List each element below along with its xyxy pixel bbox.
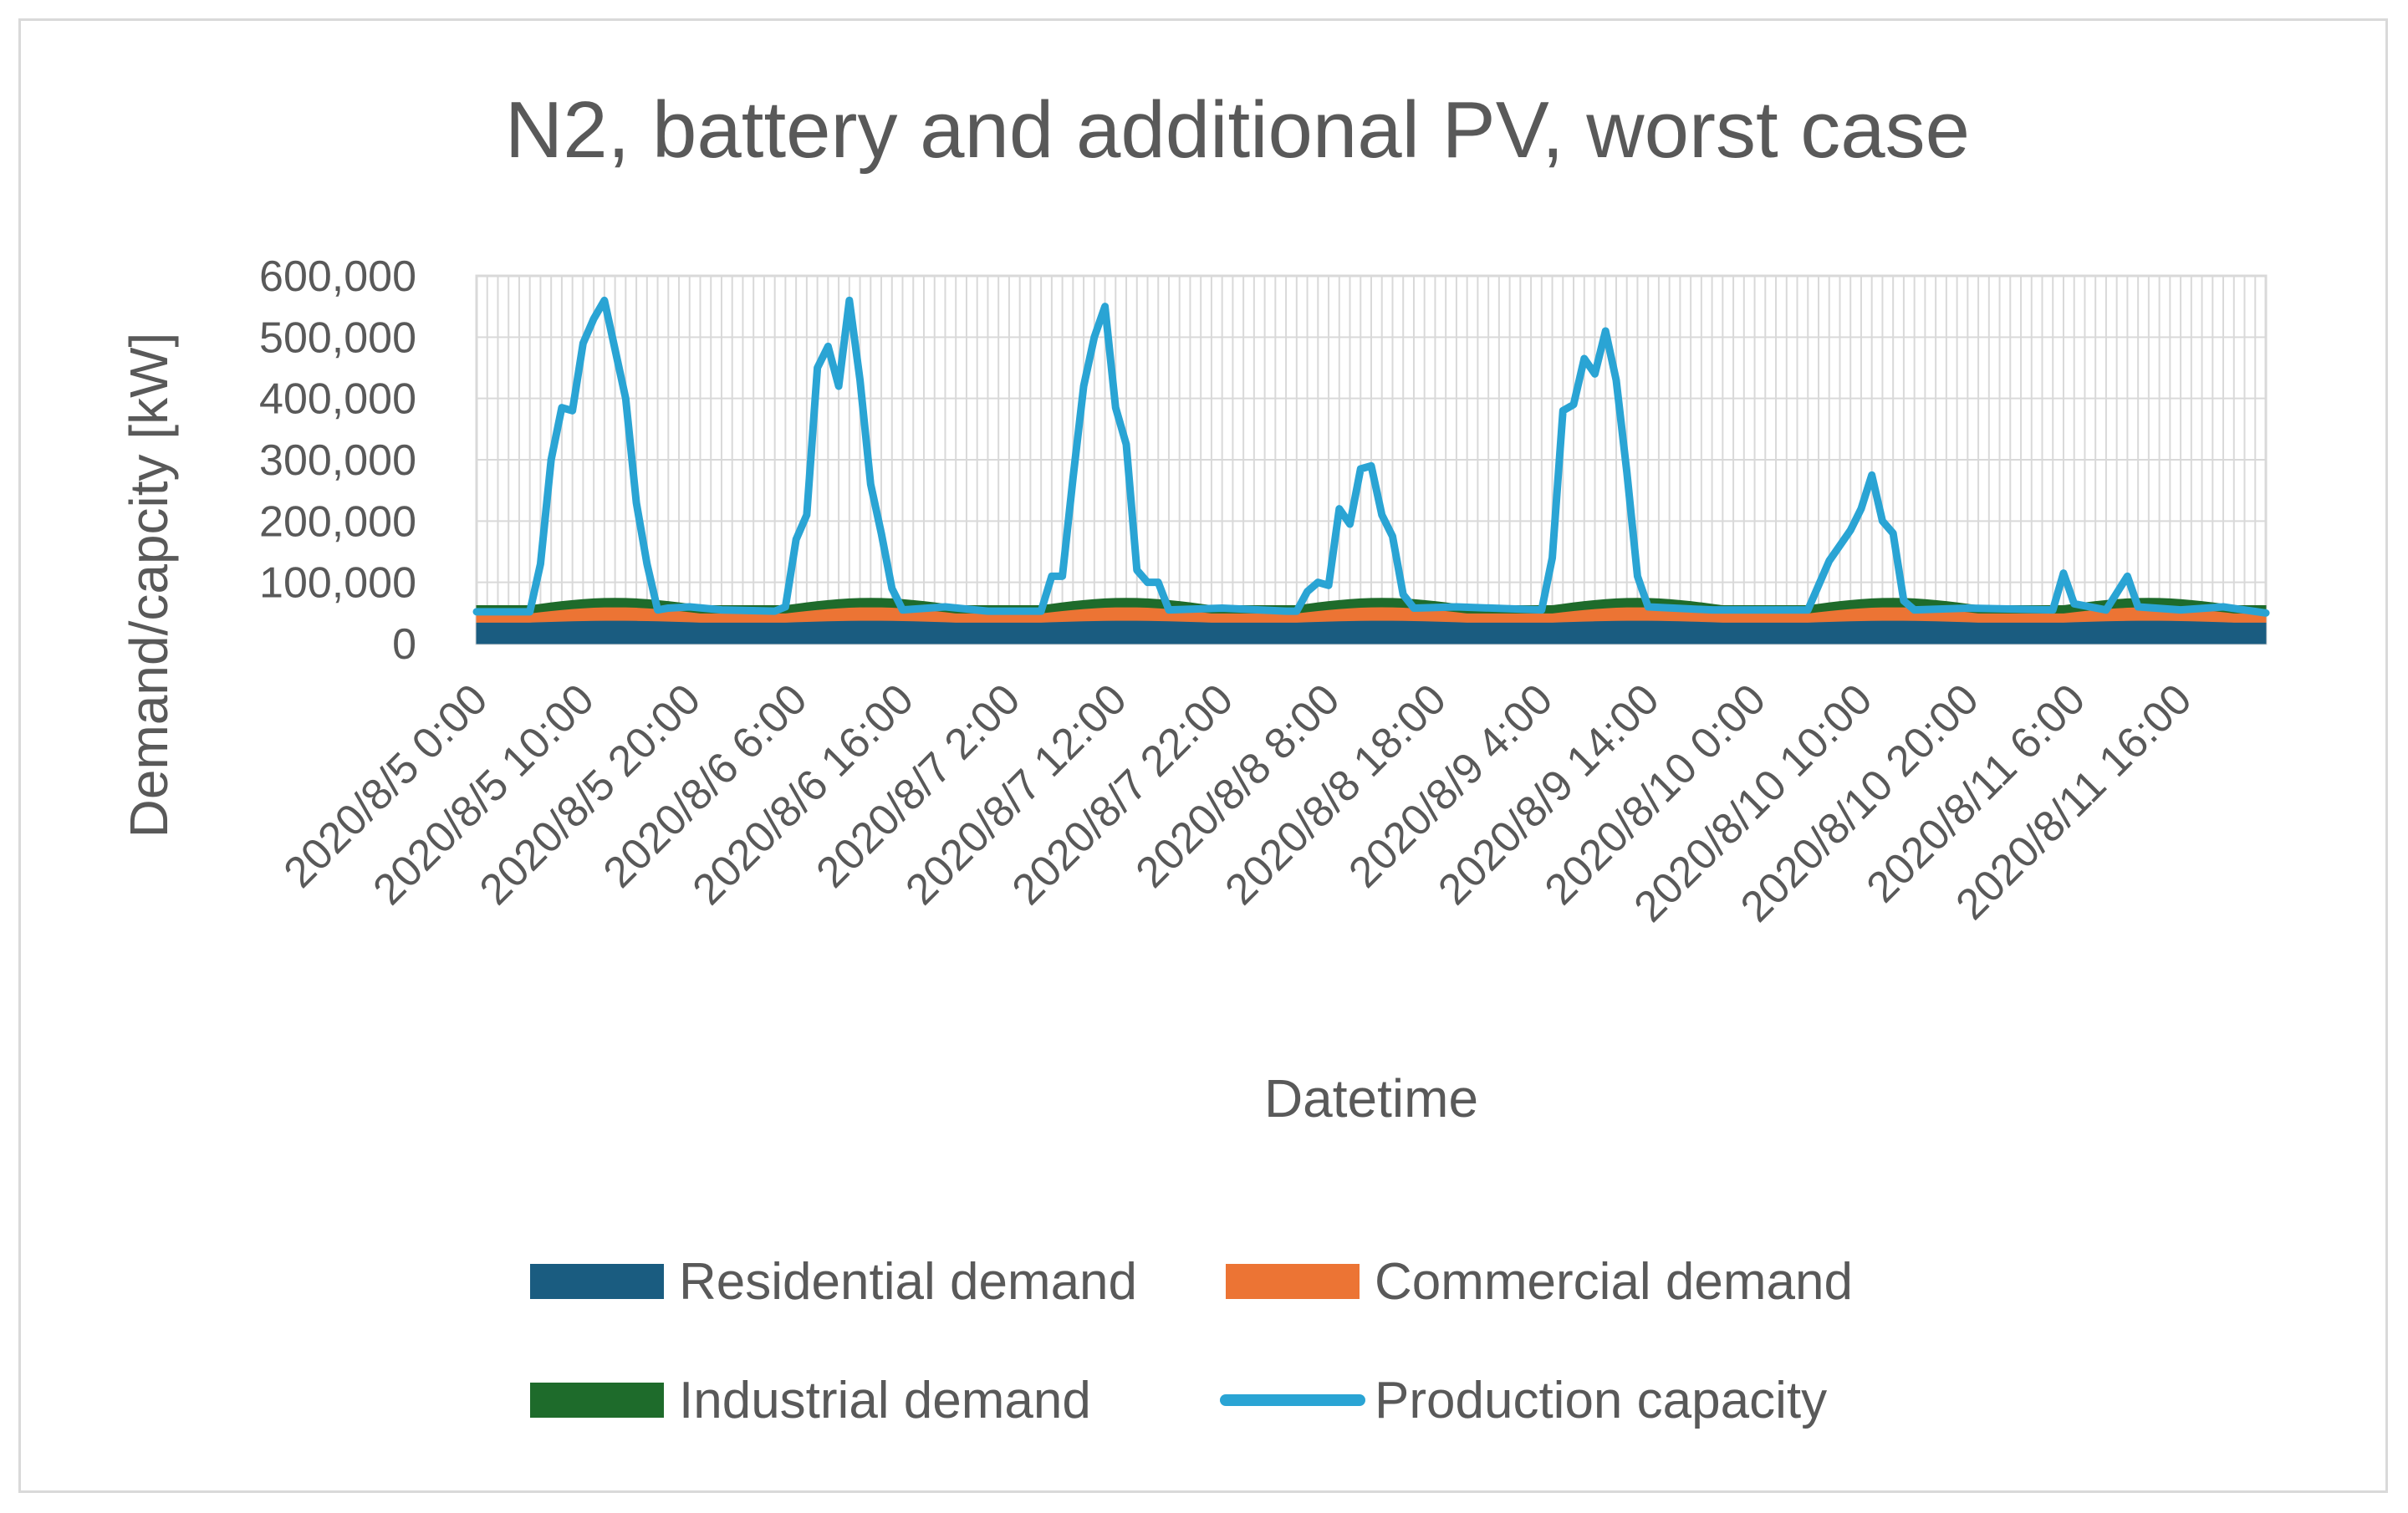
chart-frame xyxy=(18,18,2388,1493)
legend-label-production: Production capacity xyxy=(1375,1372,1827,1429)
y-tick-label: 200,000 xyxy=(259,497,416,546)
legend-swatch-residential xyxy=(530,1264,664,1299)
legend-item-production: Production capacity xyxy=(1220,1372,1827,1429)
line-production-capacity xyxy=(472,296,2270,617)
gridlines xyxy=(475,274,2268,645)
x-axis-title: Datetime xyxy=(1264,1068,1478,1128)
y-tick-label: 0 xyxy=(392,620,416,669)
y-tick-label: 400,000 xyxy=(259,375,416,424)
series-lines xyxy=(472,296,2270,617)
area-residential-demand xyxy=(476,619,2267,644)
legend-label-commercial: Commercial demand xyxy=(1375,1253,1853,1311)
legend-item-residential: Residential demand xyxy=(530,1253,1137,1311)
y-axis-ticks: 0 100,000 200,000 300,000 400,000 500,000 600,… xyxy=(259,252,416,669)
chart-title: N2, battery and additional PV, worst cas… xyxy=(505,85,1970,175)
y-tick-label: 300,000 xyxy=(259,436,416,485)
legend-label-residential: Residential demand xyxy=(679,1253,1137,1311)
legend-item-commercial: Commercial demand xyxy=(1226,1253,1853,1311)
y-tick-label: 500,000 xyxy=(259,313,416,362)
y-tick-label: 600,000 xyxy=(259,252,416,301)
legend-swatch-industrial xyxy=(530,1383,664,1418)
y-tick-label: 100,000 xyxy=(259,559,416,608)
legend-swatch-commercial xyxy=(1226,1264,1360,1299)
legend-label-industrial: Industrial demand xyxy=(679,1372,1091,1429)
y-axis-title: Demand/capcity [kW] xyxy=(119,333,179,838)
legend: Residential demand Commercial demand Ind… xyxy=(530,1253,1853,1429)
legend-item-industrial: Industrial demand xyxy=(530,1372,1091,1429)
